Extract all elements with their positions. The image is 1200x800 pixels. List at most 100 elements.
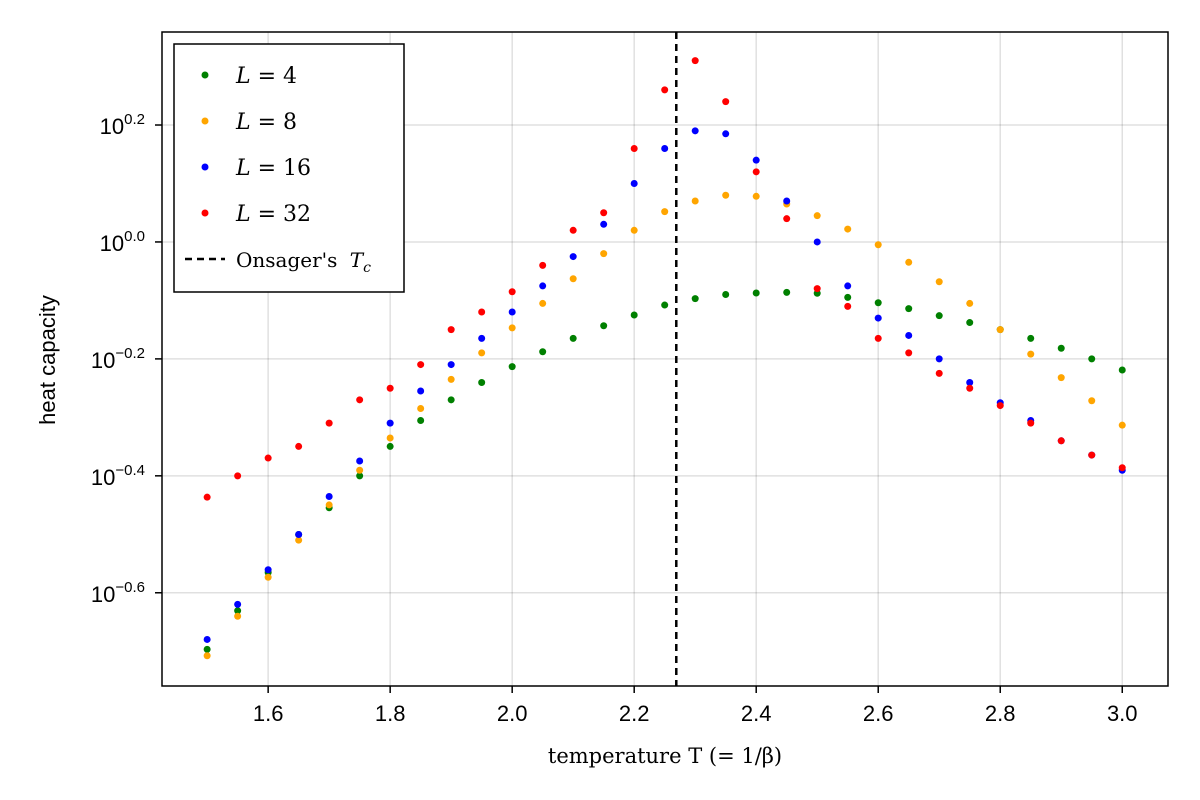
data-point	[874, 299, 882, 307]
data-point	[386, 384, 394, 392]
data-point	[569, 334, 577, 342]
data-point	[966, 378, 974, 386]
data-point	[508, 363, 516, 371]
x-tick-label: 1.8	[375, 701, 406, 726]
legend-value: 16	[283, 156, 311, 181]
data-point	[264, 573, 272, 581]
data-point	[569, 275, 577, 283]
data-point	[417, 417, 425, 425]
data-point	[417, 404, 425, 412]
data-point	[905, 305, 913, 313]
data-point	[752, 289, 760, 297]
legend-eq: =	[251, 110, 283, 135]
data-point	[905, 331, 913, 339]
legend-var: L	[235, 202, 251, 227]
data-point	[722, 98, 730, 106]
legend-marker	[201, 71, 209, 79]
data-point	[935, 369, 943, 377]
y-tick-base: 10	[100, 114, 124, 139]
series-L4	[203, 288, 1126, 653]
y-tick-label: 100.2	[100, 111, 145, 139]
data-point	[264, 566, 272, 574]
data-point	[691, 197, 699, 205]
data-point	[661, 144, 669, 152]
data-point	[356, 466, 364, 474]
data-point	[1057, 344, 1065, 352]
y-tick-exponent: −0.2	[115, 345, 145, 362]
data-point	[600, 322, 608, 330]
data-point	[325, 492, 333, 500]
data-point	[752, 156, 760, 164]
data-point	[386, 434, 394, 442]
data-point	[661, 86, 669, 94]
data-point	[447, 326, 455, 334]
data-point	[783, 288, 791, 296]
data-point	[661, 301, 669, 309]
data-point	[447, 361, 455, 369]
y-tick-exponent: 0.2	[124, 111, 145, 128]
legend-marker	[201, 209, 209, 217]
y-tick-label: 10−0.2	[91, 345, 145, 373]
x-tick-label: 2.6	[863, 701, 894, 726]
data-point	[691, 295, 699, 303]
y-tick-label: 10−0.4	[91, 462, 145, 490]
data-point	[356, 396, 364, 404]
legend-label: L = 8	[235, 110, 297, 135]
y-tick-base: 10	[100, 231, 124, 256]
legend-label-onsager: Onsager's Tc	[236, 248, 371, 276]
data-point	[325, 419, 333, 427]
y-tick-base: 10	[91, 348, 115, 373]
legend-onsager-var: T	[350, 248, 365, 272]
data-points	[203, 57, 1126, 660]
y-tick-label: 10−0.6	[91, 579, 145, 607]
legend-var: L	[235, 110, 251, 135]
data-point	[935, 278, 943, 286]
legend-value: 8	[283, 110, 297, 135]
data-point	[1088, 397, 1096, 405]
x-axis-ticks: 1.6 1.8 2.0 2.2 2.4 2.6 2.8 3.0	[253, 686, 1138, 726]
data-point	[295, 530, 303, 538]
data-point	[234, 472, 242, 480]
data-point	[722, 191, 730, 199]
data-point	[722, 130, 730, 138]
data-point	[752, 168, 760, 176]
data-point	[935, 312, 943, 320]
data-point	[630, 144, 638, 152]
data-point	[996, 326, 1004, 334]
legend-box	[173, 43, 405, 293]
data-point	[752, 192, 760, 200]
legend-onsager-text: Onsager's	[236, 248, 344, 272]
data-point	[630, 311, 638, 319]
data-point	[569, 226, 577, 234]
data-point	[203, 645, 211, 653]
data-point	[386, 419, 394, 427]
y-tick-exponent: 0.0	[124, 228, 145, 245]
legend-var: L	[235, 64, 251, 89]
legend-marker	[201, 163, 209, 171]
data-point	[813, 238, 821, 246]
data-point	[1027, 419, 1035, 427]
legend-value: 32	[283, 202, 311, 227]
data-point	[325, 501, 333, 509]
data-point	[386, 442, 394, 450]
data-point	[813, 212, 821, 220]
data-point	[356, 457, 364, 465]
data-point	[691, 57, 699, 65]
x-tick-label: 2.2	[619, 701, 650, 726]
grid	[162, 32, 1168, 686]
data-point	[600, 209, 608, 217]
data-point	[356, 472, 364, 480]
data-point	[417, 387, 425, 395]
x-tick-label: 2.4	[741, 701, 772, 726]
data-point	[966, 299, 974, 307]
data-point	[539, 299, 547, 307]
data-point	[844, 302, 852, 310]
data-point	[569, 253, 577, 261]
data-point	[874, 334, 882, 342]
data-point	[1118, 366, 1126, 374]
data-point	[1088, 355, 1096, 363]
data-point	[1118, 421, 1126, 429]
legend-label: L = 32	[235, 202, 311, 227]
